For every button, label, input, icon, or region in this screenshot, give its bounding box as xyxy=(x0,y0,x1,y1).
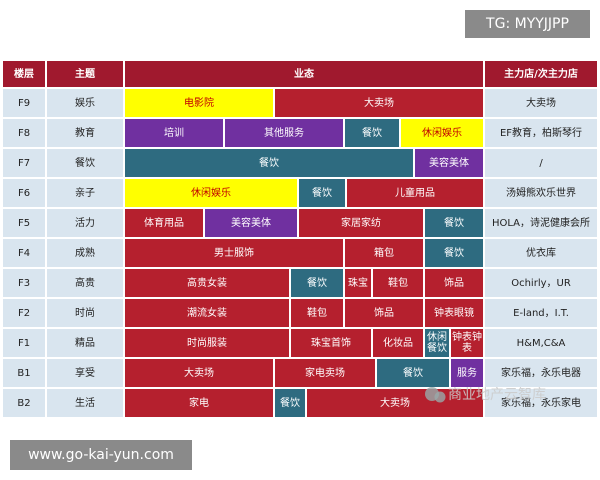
theme-cell: 时尚 xyxy=(46,298,124,328)
business-segment: 男士服饰 xyxy=(124,238,344,268)
main-store-cell: 优衣库 xyxy=(484,238,598,268)
business-segment: 服务 xyxy=(450,358,484,388)
theme-cell: 亲子 xyxy=(46,178,124,208)
header-business: 业态 xyxy=(124,60,484,88)
floor-cell: B1 xyxy=(2,358,46,388)
business-segment: 餐饮 xyxy=(424,238,484,268)
business-segment: 餐饮 xyxy=(298,178,346,208)
theme-cell: 活力 xyxy=(46,208,124,238)
floor-cell: F8 xyxy=(2,118,46,148)
watermark-text: 商业地产云智库 xyxy=(448,387,546,403)
business-segment: 箱包 xyxy=(344,238,424,268)
business-segment: 饰品 xyxy=(424,268,484,298)
main-store-cell: 家乐福，永乐家电 xyxy=(484,388,598,418)
business-segment: 化妆品 xyxy=(372,328,424,358)
floor-cell: F3 xyxy=(2,268,46,298)
main-store-cell: / xyxy=(484,148,598,178)
header-theme: 主题 xyxy=(46,60,124,88)
business-segment: 珠宝首饰 xyxy=(290,328,372,358)
floor-cell: F9 xyxy=(2,88,46,118)
business-segment: 家居家纺 xyxy=(298,208,424,238)
business-segment: 电影院 xyxy=(124,88,274,118)
business-segment: 时尚服装 xyxy=(124,328,290,358)
business-segment: 休闲餐饮 xyxy=(424,328,450,358)
business-segment: 钟表钟表 xyxy=(450,328,484,358)
business-segment: 休闲娱乐 xyxy=(400,118,484,148)
business-segment: 培训 xyxy=(124,118,224,148)
business-segment: 高贵女装 xyxy=(124,268,290,298)
business-segment: 儿童用品 xyxy=(346,178,484,208)
theme-cell: 教育 xyxy=(46,118,124,148)
main-store-cell: H&M,C&A xyxy=(484,328,598,358)
theme-cell: 成熟 xyxy=(46,238,124,268)
watermark: 商业地产云智库 xyxy=(425,387,546,403)
business-segment: 休闲娱乐 xyxy=(124,178,298,208)
header-floor: 楼层 xyxy=(2,60,46,88)
business-segment: 大卖场 xyxy=(306,388,484,418)
site-badge: www.go-kai-yun.com xyxy=(10,440,192,470)
main-store-cell: HOLA，诗泥健康会所 xyxy=(484,208,598,238)
business-segment: 鞋包 xyxy=(372,268,424,298)
main-store-cell: Ochirly，UR xyxy=(484,268,598,298)
business-segment: 钟表眼镜 xyxy=(424,298,484,328)
floor-cell: B2 xyxy=(2,388,46,418)
main-store-cell: 汤姆熊欢乐世界 xyxy=(484,178,598,208)
business-segment: 鞋包 xyxy=(290,298,344,328)
business-segment: 餐饮 xyxy=(274,388,306,418)
theme-cell: 享受 xyxy=(46,358,124,388)
main-store-cell: 家乐福，永乐电器 xyxy=(484,358,598,388)
floor-cell: F5 xyxy=(2,208,46,238)
theme-cell: 精品 xyxy=(46,328,124,358)
theme-cell: 生活 xyxy=(46,388,124,418)
business-segment: 美容美体 xyxy=(204,208,298,238)
floor-cell: F4 xyxy=(2,238,46,268)
business-segment: 家电 xyxy=(124,388,274,418)
business-segment: 餐饮 xyxy=(290,268,344,298)
theme-cell: 餐饮 xyxy=(46,148,124,178)
theme-cell: 高贵 xyxy=(46,268,124,298)
business-segment: 美容美体 xyxy=(414,148,484,178)
business-segment: 餐饮 xyxy=(124,148,414,178)
main-store-cell: EF教育，柏斯琴行 xyxy=(484,118,598,148)
business-segment: 饰品 xyxy=(344,298,424,328)
business-segment: 餐饮 xyxy=(424,208,484,238)
business-segment: 大卖场 xyxy=(124,358,274,388)
floor-cell: F7 xyxy=(2,148,46,178)
business-segment: 餐饮 xyxy=(376,358,450,388)
business-segment: 体育用品 xyxy=(124,208,204,238)
tg-badge: TG: MYYJJPP xyxy=(465,10,590,38)
main-store-cell: E-land，I.T. xyxy=(484,298,598,328)
business-segment: 潮流女装 xyxy=(124,298,290,328)
floor-cell: F6 xyxy=(2,178,46,208)
theme-cell: 娱乐 xyxy=(46,88,124,118)
business-segment: 餐饮 xyxy=(344,118,400,148)
header-main-store: 主力店/次主力店 xyxy=(484,60,598,88)
floor-cell: F2 xyxy=(2,298,46,328)
business-segment: 家电卖场 xyxy=(274,358,376,388)
business-segment: 珠宝 xyxy=(344,268,372,298)
business-segment: 大卖场 xyxy=(274,88,484,118)
floor-cell: F1 xyxy=(2,328,46,358)
wechat-icon xyxy=(434,391,446,403)
main-store-cell: 大卖场 xyxy=(484,88,598,118)
business-segment: 其他服务 xyxy=(224,118,344,148)
